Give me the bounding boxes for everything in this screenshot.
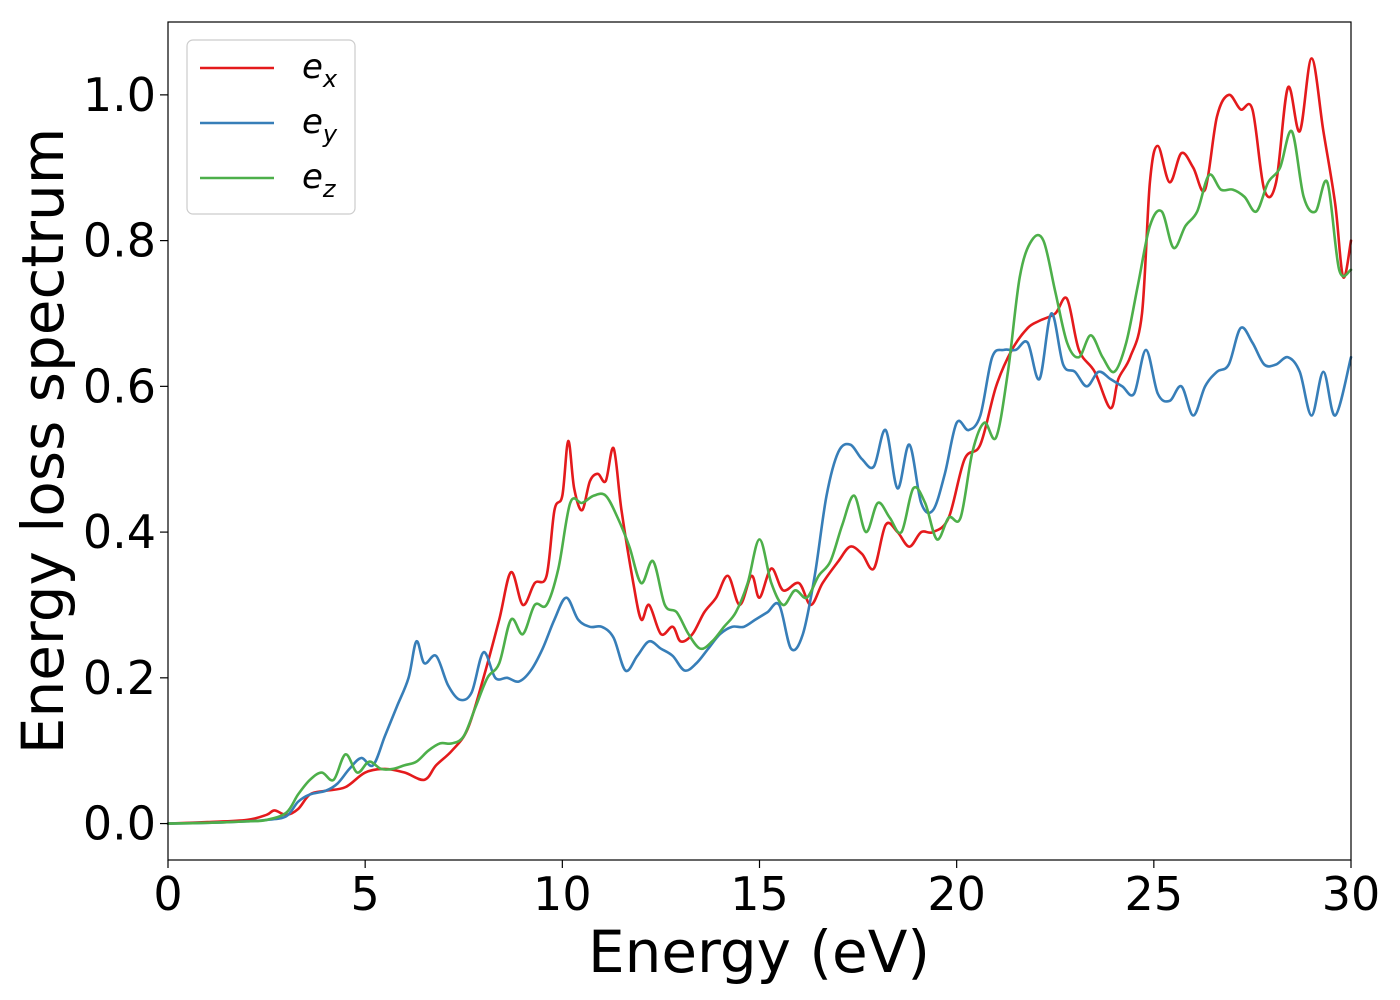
x-tick-label: 5 bbox=[351, 867, 380, 921]
y-axis-ticks: 0.0 0.2 0.4 0.6 0.8 1.0 bbox=[83, 68, 168, 851]
legend-label-e-x: ex bbox=[302, 47, 338, 93]
y-axis-title: Energy loss spectrum bbox=[9, 128, 77, 754]
legend-label-e-z: ez bbox=[302, 157, 337, 203]
x-tick-label: 20 bbox=[927, 867, 986, 921]
x-axis-title: Energy (eV) bbox=[588, 918, 930, 986]
legend: ex ey ez bbox=[186, 39, 356, 215]
x-tick-label: 0 bbox=[153, 867, 182, 921]
series-line-e-z bbox=[166, 129, 1353, 825]
y-tick-label: 0.0 bbox=[83, 797, 156, 851]
y-tick-label: 1.0 bbox=[83, 68, 156, 122]
y-tick-label: 0.2 bbox=[83, 651, 156, 705]
x-tick-label: 15 bbox=[730, 867, 789, 921]
y-tick-label: 0.6 bbox=[83, 359, 156, 413]
x-tick-label: 25 bbox=[1125, 867, 1184, 921]
x-tick-label: 10 bbox=[533, 867, 592, 921]
x-axis-ticks: 0 5 10 15 20 25 30 bbox=[153, 860, 1380, 921]
x-tick-label: 30 bbox=[1322, 867, 1381, 921]
y-tick-label: 0.4 bbox=[83, 505, 156, 559]
legend-box bbox=[186, 39, 356, 215]
series-line-e-y bbox=[166, 312, 1353, 825]
plot-area-background bbox=[168, 22, 1351, 860]
y-tick-label: 0.8 bbox=[83, 214, 156, 268]
series-layer bbox=[166, 57, 1353, 825]
legend-label-e-y: ey bbox=[302, 102, 338, 148]
